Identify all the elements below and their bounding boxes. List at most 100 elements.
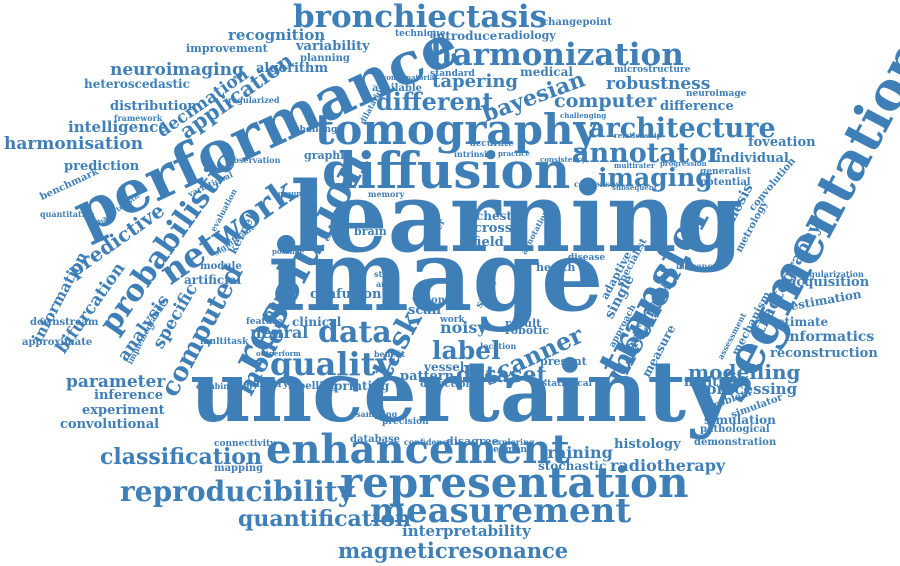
word-noisy: noisy — [440, 318, 487, 337]
word-harmonisation: harmonisation — [4, 134, 144, 154]
word-neural: neural — [250, 323, 309, 342]
word-chest: chest — [476, 209, 512, 223]
word-uncertainty: uncertainty — [190, 342, 735, 441]
word-different: different — [376, 87, 494, 116]
word-computer: computer — [554, 90, 657, 112]
word-available: available — [372, 83, 422, 94]
word-outperform: outperform — [256, 349, 301, 358]
word-image: image — [268, 219, 604, 334]
word-changepoint: changepoint — [542, 17, 612, 28]
word-cross: cross — [474, 221, 513, 236]
word-segment: segment — [488, 445, 532, 455]
word-representation: representation — [340, 458, 689, 507]
word-framework: framework — [114, 113, 163, 123]
word-observation: observation — [228, 155, 281, 165]
word-histology: histology — [614, 437, 681, 452]
word-multirater: multirater — [614, 161, 655, 170]
word-potential: potential — [700, 177, 751, 188]
word-inference: inference — [94, 388, 164, 403]
word-regularization: regularization — [800, 269, 864, 279]
word-printing: printing — [334, 379, 390, 393]
word-harmonization: harmonization — [430, 37, 684, 73]
word-module: module — [200, 261, 242, 272]
word-imaging: imaging — [598, 163, 713, 192]
word-disease: disease — [568, 253, 606, 263]
word-multiple: multiple — [684, 375, 746, 390]
word-processing: processing — [706, 380, 798, 398]
word-database: database — [350, 434, 401, 445]
word-labelling: labelling — [288, 381, 338, 392]
word-feature: feature — [246, 317, 283, 327]
word-simulation: simulation — [704, 413, 776, 427]
word-variability: variability — [296, 39, 370, 54]
word-prediction: prediction — [64, 159, 140, 174]
word-heteroscedastic: heteroscedastic — [84, 77, 190, 91]
word-field: field — [472, 235, 504, 250]
word-accurate: accurate — [470, 139, 514, 149]
word-relationship: relationship — [614, 131, 662, 140]
word-label: label — [432, 336, 501, 365]
word-demonstration: demonstration — [694, 437, 777, 448]
word-consistency: consistency — [540, 155, 586, 164]
word-stochastic: stochastic — [538, 459, 607, 473]
word-benefit: benefit — [374, 349, 406, 359]
word-statistical: statistical — [542, 379, 593, 389]
word-parameter: parameter — [66, 372, 166, 392]
word-practice: practice — [498, 149, 530, 158]
word-dataset: dataset — [456, 362, 547, 388]
word-confusion: confusion — [310, 287, 382, 302]
word-intelligence: intelligence — [68, 118, 168, 136]
word-modelling: modelling — [688, 360, 801, 384]
word-reconstruction: reconstruction — [770, 346, 878, 361]
word-recognition: recognition — [228, 26, 326, 44]
word-vessel: vessel — [424, 360, 465, 374]
word-disagree: disagree — [446, 435, 499, 448]
word-radiotherapy: radiotherapy — [610, 456, 726, 475]
word-detection: detection — [420, 379, 473, 390]
word-acquisition: acquisition — [788, 275, 870, 290]
word-robustness: robustness — [606, 74, 711, 94]
word-challenge: challenge — [294, 125, 343, 135]
word-pathological: pathological — [700, 424, 770, 435]
word-graphic: graphic — [304, 149, 352, 162]
word-scan: scan — [408, 303, 442, 318]
word-training: training — [540, 443, 613, 462]
word-experiment: experiment — [82, 403, 165, 418]
word-subsequent: subsequent — [612, 183, 658, 192]
word-neuroimage: neuroimage — [686, 89, 747, 99]
word-difference: difference — [660, 99, 734, 114]
word-present: present — [540, 355, 587, 368]
word-approximate: approximate — [22, 337, 93, 348]
word-confidence: confidence — [404, 437, 453, 447]
word-brain: brain — [354, 225, 387, 238]
word-generalist: generalist — [700, 167, 751, 177]
word-diffusion: diffusion — [322, 141, 571, 200]
word-possible: possible — [272, 247, 305, 256]
word-intrinsic: intrinsic — [454, 149, 493, 159]
word-connectivity: connectivity — [214, 439, 276, 449]
word-medical: medical — [520, 65, 573, 79]
word-consensus: consensus — [574, 179, 621, 189]
word-introduce: introduce — [432, 29, 498, 43]
word-challenging: challenging — [560, 111, 607, 120]
word-neuroimaging: neuroimaging — [110, 60, 244, 80]
word-learning: learning — [290, 161, 744, 274]
word-convolutional: convolutional — [60, 417, 160, 432]
word-pattern: pattern — [400, 369, 455, 384]
word-quantitative: quantitative — [40, 209, 95, 219]
word-algorithm: algorithm — [256, 61, 329, 76]
word-multitask: multitask — [200, 337, 249, 347]
word-location: location — [480, 341, 517, 351]
word-progression: progression — [660, 159, 707, 168]
word-area: area — [376, 279, 396, 289]
word-memory: memory — [368, 189, 405, 199]
word-regularized: regularized — [228, 95, 280, 105]
word-classification: classification — [100, 444, 262, 470]
word-robotic: robotic — [505, 324, 550, 337]
word-technique: technique — [395, 29, 446, 39]
word-reproducibility: reproducibility — [120, 475, 354, 508]
word-downstream: downstream — [30, 317, 99, 328]
word-geometry: geometry — [236, 379, 289, 390]
word-clinical: clinical — [292, 315, 342, 329]
word-sampling: sampling — [356, 409, 398, 419]
